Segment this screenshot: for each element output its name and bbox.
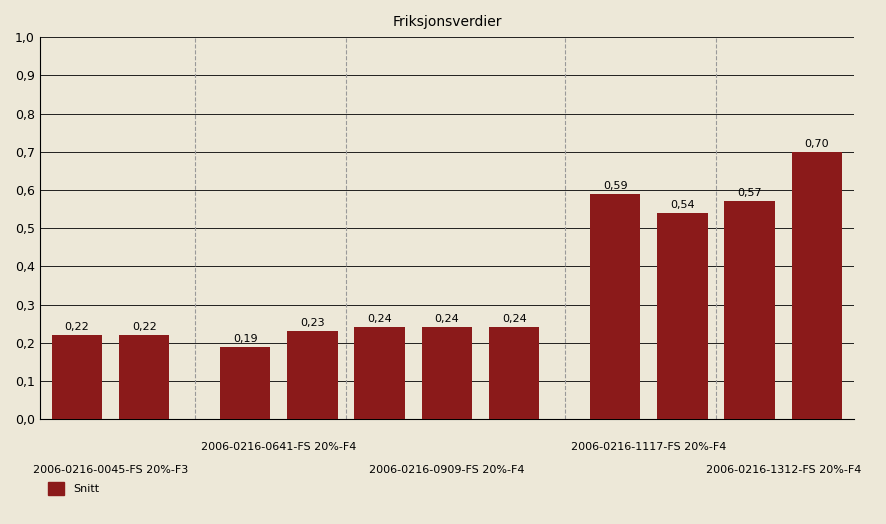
Text: 2006-0216-0909-FS 20%-F4: 2006-0216-0909-FS 20%-F4 <box>369 465 525 475</box>
Text: 0,22: 0,22 <box>132 322 156 332</box>
Bar <box>488 328 539 419</box>
Text: 0,57: 0,57 <box>736 188 761 199</box>
Bar <box>220 346 270 419</box>
Bar <box>589 194 640 419</box>
Text: 0,24: 0,24 <box>367 314 392 324</box>
Text: 2006-0216-1117-FS 20%-F4: 2006-0216-1117-FS 20%-F4 <box>571 442 726 452</box>
Title: Friksjonsverdier: Friksjonsverdier <box>392 15 501 29</box>
Legend: Snitt: Snitt <box>45 479 101 498</box>
Text: 0,19: 0,19 <box>232 334 257 344</box>
Bar <box>724 201 774 419</box>
Bar <box>51 335 102 419</box>
Text: 0,23: 0,23 <box>299 318 324 328</box>
Text: 0,24: 0,24 <box>434 314 459 324</box>
Bar <box>421 328 471 419</box>
Bar <box>287 331 338 419</box>
Text: 0,54: 0,54 <box>669 200 694 210</box>
Bar <box>354 328 404 419</box>
Text: 2006-0216-0045-FS 20%-F3: 2006-0216-0045-FS 20%-F3 <box>33 465 188 475</box>
Text: 0,24: 0,24 <box>501 314 526 324</box>
Text: 0,59: 0,59 <box>602 181 626 191</box>
Text: 0,70: 0,70 <box>804 139 828 149</box>
Text: 0,22: 0,22 <box>65 322 89 332</box>
Text: 2006-0216-1312-FS 20%-F4: 2006-0216-1312-FS 20%-F4 <box>705 465 860 475</box>
Bar <box>657 213 707 419</box>
Bar <box>791 152 841 419</box>
Bar <box>119 335 169 419</box>
Text: 2006-0216-0641-FS 20%-F4: 2006-0216-0641-FS 20%-F4 <box>201 442 356 452</box>
